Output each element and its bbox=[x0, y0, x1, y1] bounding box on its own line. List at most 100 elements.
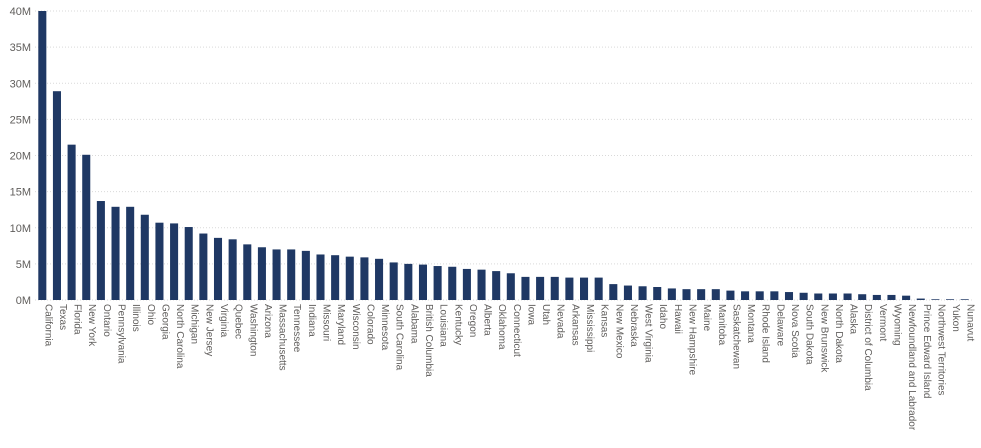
x-tick-label: California bbox=[42, 304, 53, 347]
x-tick-label: Idaho bbox=[657, 304, 668, 329]
bar[interactable] bbox=[82, 154, 91, 300]
x-tick-label: Iowa bbox=[525, 304, 536, 326]
bar[interactable] bbox=[184, 227, 193, 300]
bar[interactable] bbox=[331, 255, 340, 300]
bar[interactable] bbox=[301, 250, 310, 300]
bar[interactable] bbox=[931, 299, 940, 300]
bar[interactable] bbox=[404, 263, 413, 301]
bar[interactable] bbox=[697, 289, 706, 300]
bar[interactable] bbox=[887, 294, 896, 300]
bar[interactable] bbox=[770, 291, 779, 300]
y-tick-label: 20M bbox=[10, 151, 31, 163]
bar[interactable] bbox=[360, 257, 369, 300]
x-tick-label: Michigan bbox=[189, 304, 200, 344]
bar[interactable] bbox=[492, 271, 501, 300]
bar[interactable] bbox=[653, 287, 662, 300]
bar[interactable] bbox=[67, 144, 76, 300]
bar[interactable] bbox=[594, 277, 603, 300]
x-tick-label: District of Columbia bbox=[862, 304, 873, 391]
bar[interactable] bbox=[96, 201, 105, 300]
x-tick-label: New Brunswick bbox=[818, 304, 829, 373]
x-tick-label: Wyoming bbox=[891, 304, 902, 346]
y-tick-label: 35M bbox=[10, 42, 31, 54]
x-tick-label: Connecticut bbox=[511, 304, 522, 357]
x-tick-label: Maryland bbox=[335, 304, 346, 345]
bar[interactable] bbox=[726, 290, 735, 300]
bar[interactable] bbox=[580, 277, 589, 300]
x-tick-label: Massachusetts bbox=[277, 304, 288, 371]
bar[interactable] bbox=[345, 256, 354, 300]
bar[interactable] bbox=[52, 91, 61, 300]
x-tick-label: British Columbia bbox=[423, 304, 434, 377]
x-tick-label: New Jersey bbox=[203, 304, 214, 356]
bar[interactable] bbox=[828, 293, 837, 301]
bar[interactable] bbox=[389, 262, 398, 300]
bar[interactable] bbox=[872, 294, 881, 300]
bar[interactable] bbox=[170, 223, 179, 300]
y-tick-label: 10M bbox=[10, 223, 31, 235]
bar[interactable] bbox=[550, 276, 559, 300]
bar[interactable] bbox=[213, 237, 223, 300]
bar[interactable] bbox=[448, 266, 457, 300]
bar[interactable] bbox=[506, 273, 515, 300]
y-tick-label: 5M bbox=[16, 259, 31, 271]
bar[interactable] bbox=[462, 268, 471, 300]
x-tick-label: Oklahoma bbox=[496, 304, 507, 350]
bar[interactable] bbox=[433, 266, 442, 300]
bar[interactable] bbox=[784, 292, 794, 300]
bars bbox=[38, 11, 969, 301]
bar[interactable] bbox=[38, 11, 47, 300]
bar[interactable] bbox=[682, 289, 691, 300]
bar[interactable] bbox=[477, 269, 486, 300]
x-tick-label: Illinois bbox=[130, 304, 141, 332]
bar[interactable] bbox=[902, 295, 911, 300]
bar[interactable] bbox=[126, 206, 135, 300]
bar[interactable] bbox=[638, 286, 647, 300]
bar[interactable] bbox=[272, 249, 281, 300]
bar[interactable] bbox=[667, 288, 676, 300]
x-tick-label: Minnesota bbox=[379, 304, 390, 351]
bar[interactable] bbox=[140, 214, 149, 300]
bar[interactable] bbox=[155, 222, 164, 300]
bar[interactable] bbox=[711, 289, 720, 300]
x-tick-label: South Dakota bbox=[804, 304, 815, 365]
x-tick-label: Louisiana bbox=[438, 304, 449, 347]
bar[interactable] bbox=[418, 264, 427, 300]
bar[interactable] bbox=[257, 247, 266, 300]
x-tick-label: Nunavut bbox=[965, 304, 976, 341]
bar[interactable] bbox=[814, 293, 823, 301]
x-tick-label: Florida bbox=[72, 304, 83, 335]
bar[interactable] bbox=[946, 299, 955, 300]
bar[interactable] bbox=[799, 292, 808, 300]
x-tick-label: Alabama bbox=[408, 304, 419, 344]
bar[interactable] bbox=[741, 291, 750, 300]
x-tick-label: Maine bbox=[701, 304, 712, 332]
bar[interactable] bbox=[609, 284, 618, 300]
bar[interactable] bbox=[521, 276, 530, 300]
x-tick-label: Northwest Territories bbox=[935, 304, 946, 396]
bar[interactable] bbox=[916, 298, 925, 300]
x-tick-label: Wisconsin bbox=[350, 304, 361, 350]
bar[interactable] bbox=[375, 258, 384, 300]
x-tick-label: Washington bbox=[247, 304, 258, 356]
x-tick-label: Nebraska bbox=[628, 304, 639, 347]
bar[interactable] bbox=[843, 293, 852, 301]
bar[interactable] bbox=[858, 294, 867, 300]
x-tick-label: Missouri bbox=[320, 304, 331, 341]
x-tick-label: Newfoundland and Labrador bbox=[906, 304, 917, 431]
x-tick-label: Quebec bbox=[233, 304, 244, 339]
bar[interactable] bbox=[243, 244, 252, 300]
bar[interactable] bbox=[287, 249, 296, 300]
bar[interactable] bbox=[316, 254, 325, 300]
y-axis-ticks: 0M 5M 10M 15M 20M 25M 30M 35M 40M bbox=[10, 6, 31, 307]
bar[interactable] bbox=[228, 239, 237, 300]
bar[interactable] bbox=[565, 277, 574, 300]
bar[interactable] bbox=[960, 299, 969, 300]
x-tick-label: Texas bbox=[57, 304, 68, 330]
bar[interactable] bbox=[623, 285, 632, 300]
bar[interactable] bbox=[199, 233, 208, 300]
bar[interactable] bbox=[755, 291, 764, 300]
bar[interactable] bbox=[536, 276, 545, 300]
bar[interactable] bbox=[111, 206, 120, 300]
